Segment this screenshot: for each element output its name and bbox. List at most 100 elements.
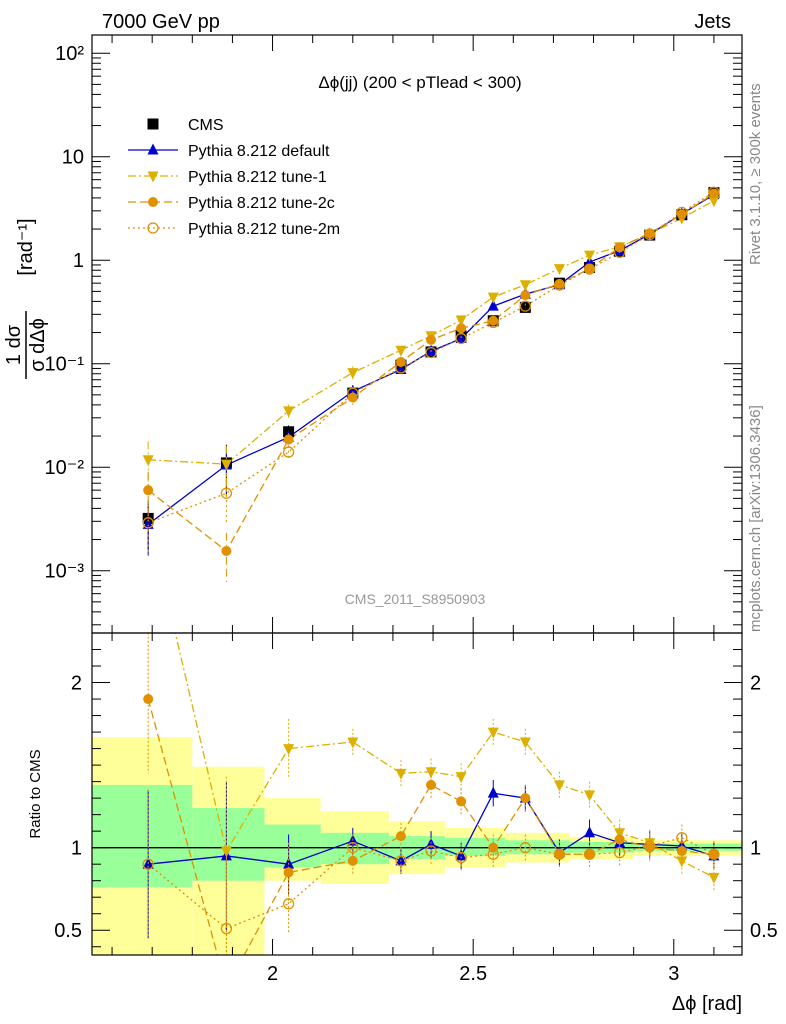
- main-data-point: [553, 279, 566, 291]
- main-data-point: [283, 434, 294, 445]
- ratio-data-point: [456, 796, 467, 807]
- ratio-data-point: [395, 855, 407, 867]
- main-ytick-label: 10⁻³: [45, 561, 85, 583]
- main-series-line: [147, 193, 715, 552]
- main-ylabel: 1 dσ σ dΔϕ [rad⁻¹]: [3, 218, 49, 379]
- main-data-point: [142, 517, 154, 529]
- legend-marker: [147, 143, 159, 155]
- main-data-point: [142, 455, 154, 467]
- main-data-point: [395, 345, 407, 357]
- ratio-band-inner: [92, 784, 193, 888]
- ratio-xtick-label: 2: [267, 963, 278, 985]
- ratio-data-point: [220, 846, 232, 858]
- ratio-data-point: [708, 848, 720, 860]
- main-data-point: [487, 316, 499, 329]
- main-ytick-label: 10⁻¹: [45, 354, 85, 376]
- main-data-point: [283, 406, 295, 418]
- ratio-data-point: [676, 845, 687, 856]
- legend-marker: [148, 197, 158, 207]
- ratio-data-point: [644, 840, 656, 852]
- ratio-ytick-label-left: 1: [71, 838, 82, 860]
- svg-text:[rad⁻¹]: [rad⁻¹]: [15, 218, 37, 275]
- ratio-data-point: [426, 779, 437, 790]
- main-data-point: [644, 228, 656, 241]
- main-data-point: [519, 280, 531, 292]
- ratio-xtick-label: 3: [668, 963, 679, 985]
- ratio-data-point: [520, 793, 531, 804]
- main-panel: 10⁻³ 10⁻² 10⁻¹ 1 10 10² Δϕ(jj) (200 < pTlead …: [3, 34, 743, 634]
- ratio-data-point: [221, 983, 231, 993]
- ratio-data-point: [347, 855, 358, 866]
- ratio-data-point: [347, 842, 359, 854]
- ratio-data-point: [282, 898, 295, 910]
- main-data-point: [584, 250, 596, 262]
- ratio-panel: 0.5 0.5 1 1 2 2 2 2.5 3 Ratio to CMS Δϕ [rad]: [27, 632, 778, 1015]
- ratio-ytick-label-right: 1: [750, 838, 761, 860]
- legend-marker: [147, 171, 159, 183]
- ratio-data-point: [283, 867, 294, 878]
- analysis-label: CMS_2011_S8950903: [345, 591, 486, 607]
- ratio-data-point: [519, 842, 531, 854]
- rivet-label: Rivet 3.1.10, ≥ 300k events: [747, 83, 764, 265]
- main-data-point: [395, 362, 407, 374]
- main-data-point: [347, 368, 359, 380]
- main-ytick-label: 10: [62, 147, 84, 169]
- main-ytick-label: 10⁻²: [45, 457, 85, 479]
- ratio-data-point: [395, 768, 407, 780]
- main-data-point: [487, 299, 499, 311]
- ratio-data-point: [553, 780, 565, 792]
- main-data-point: [519, 300, 531, 312]
- header-right: Jets: [694, 11, 731, 33]
- main-data-point: [520, 290, 531, 301]
- main-data-point: [613, 246, 626, 259]
- ratio-data-point: [583, 848, 596, 860]
- ratio-data-point: [487, 848, 499, 860]
- main-data-point: [708, 196, 720, 208]
- ratio-band-inner: [192, 808, 265, 881]
- main-data-point: [142, 517, 154, 529]
- main-data-point: [455, 332, 467, 345]
- ratio-data-point: [455, 851, 467, 864]
- ratio-data-point: [487, 727, 499, 739]
- ratio-frame: [91, 632, 743, 956]
- main-data-point: [487, 292, 499, 304]
- ratio-data-point: [395, 831, 406, 842]
- ratio-data-point: [487, 786, 499, 798]
- legend-entry: CMS: [188, 117, 224, 134]
- main-data-point: [519, 301, 531, 313]
- main-data-point: [220, 487, 233, 499]
- legend-entry: Pythia 8.212 tune-1: [188, 169, 327, 186]
- ratio-data-point: [455, 772, 467, 784]
- main-data-point: [143, 485, 154, 496]
- ratio-data-point: [220, 922, 233, 935]
- svg-text:1 dσ: 1 dσ: [3, 324, 25, 365]
- ratio-data-point: [347, 737, 359, 749]
- ratio-data-point: [614, 828, 626, 840]
- main-data-point: [282, 446, 295, 458]
- ratio-data-point: [613, 846, 626, 859]
- mcplots-label: mcplots.cern.ch [arXiv:1306.3436]: [747, 405, 764, 632]
- ratio-ytick-label-right: 0.5: [750, 920, 778, 942]
- legend-entry: Pythia 8.212 default: [188, 143, 330, 160]
- main-data-point: [553, 264, 565, 276]
- main-data-point: [583, 263, 596, 275]
- legend-entry: Pythia 8.212 tune-2c: [188, 195, 335, 212]
- ratio-data-point: [519, 737, 531, 749]
- ratio-data-point: [142, 858, 154, 870]
- main-series-line: [147, 191, 715, 524]
- plot-title: Δϕ(jj) (200 < pTlead < 300): [318, 73, 521, 92]
- ratio-ytick-label-right: 2: [750, 673, 761, 695]
- main-data-point: [584, 263, 595, 274]
- ratio-data-point: [584, 790, 596, 802]
- svg-text:σ dΔϕ: σ dΔϕ: [27, 318, 49, 372]
- ratio-data-point: [143, 694, 154, 705]
- main-data-point: [426, 334, 437, 345]
- legend-marker: [147, 222, 159, 234]
- main-series-line: [147, 194, 715, 525]
- main-data-point: [708, 186, 720, 198]
- ratio-ytick-label-left: 2: [71, 673, 82, 695]
- ratio-band-inner: [264, 824, 321, 868]
- ratio-data-point: [283, 744, 295, 756]
- ratio-data-point: [676, 832, 688, 844]
- x-axis-label: Δϕ [rad]: [672, 993, 742, 1015]
